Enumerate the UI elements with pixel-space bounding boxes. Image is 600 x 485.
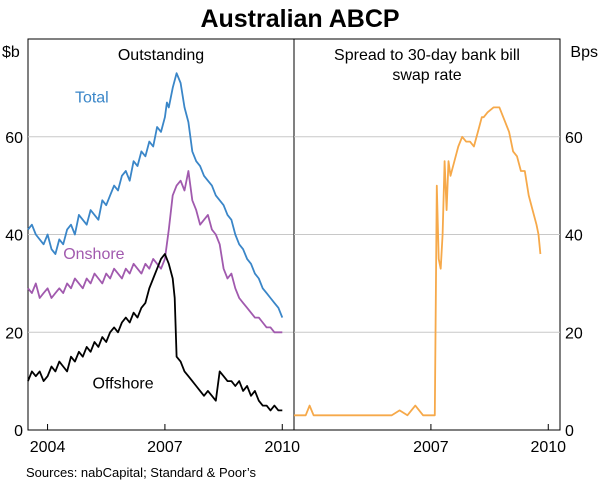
left-xtick-label-2010: 2010 [264,439,300,456]
left-xtick-label-2004: 2004 [30,439,66,456]
right-panel-title-line-2: swap rate [392,67,461,84]
left-ytick-label-0: 0 [14,423,23,440]
left-ytick-label-20: 20 [5,325,23,342]
offshore-series-line [27,253,283,412]
offshore-series-label: Offshore [93,375,154,392]
right-ytick-label-40: 40 [565,228,583,245]
right-xtick-label-2010: 2010 [530,439,566,456]
left-panel: Outstanding Total Onshore Offshore 2004 200… [27,38,300,456]
right-axis-unit: Bps [570,44,598,61]
chart-title: Australian ABCP [200,5,399,33]
left-ytick-label-40: 40 [5,228,23,245]
onshore-series-label: Onshore [63,246,124,263]
right-ytick-label-0: 0 [565,423,574,440]
right-panel-title-line-1: Spread to 30-day bank bill [334,47,520,64]
right-ytick-label-60: 60 [565,130,583,147]
spread-series-line [294,106,542,417]
left-xtick-label-2007: 2007 [147,439,183,456]
right-panel: Spread to 30-day bank bill swap rate 200… [293,38,566,456]
source-note: Sources: nabCapital; Standard & Poor’s [26,465,257,480]
right-xtick-label-2007: 2007 [413,439,449,456]
left-axis-unit: $b [2,44,20,61]
onshore-series-line [27,170,283,334]
left-panel-title: Outstanding [118,47,204,64]
total-series-line [27,72,284,318]
right-ytick-label-20: 20 [565,325,583,342]
total-series-label: Total [75,90,109,107]
left-ytick-label-60: 60 [5,130,23,147]
